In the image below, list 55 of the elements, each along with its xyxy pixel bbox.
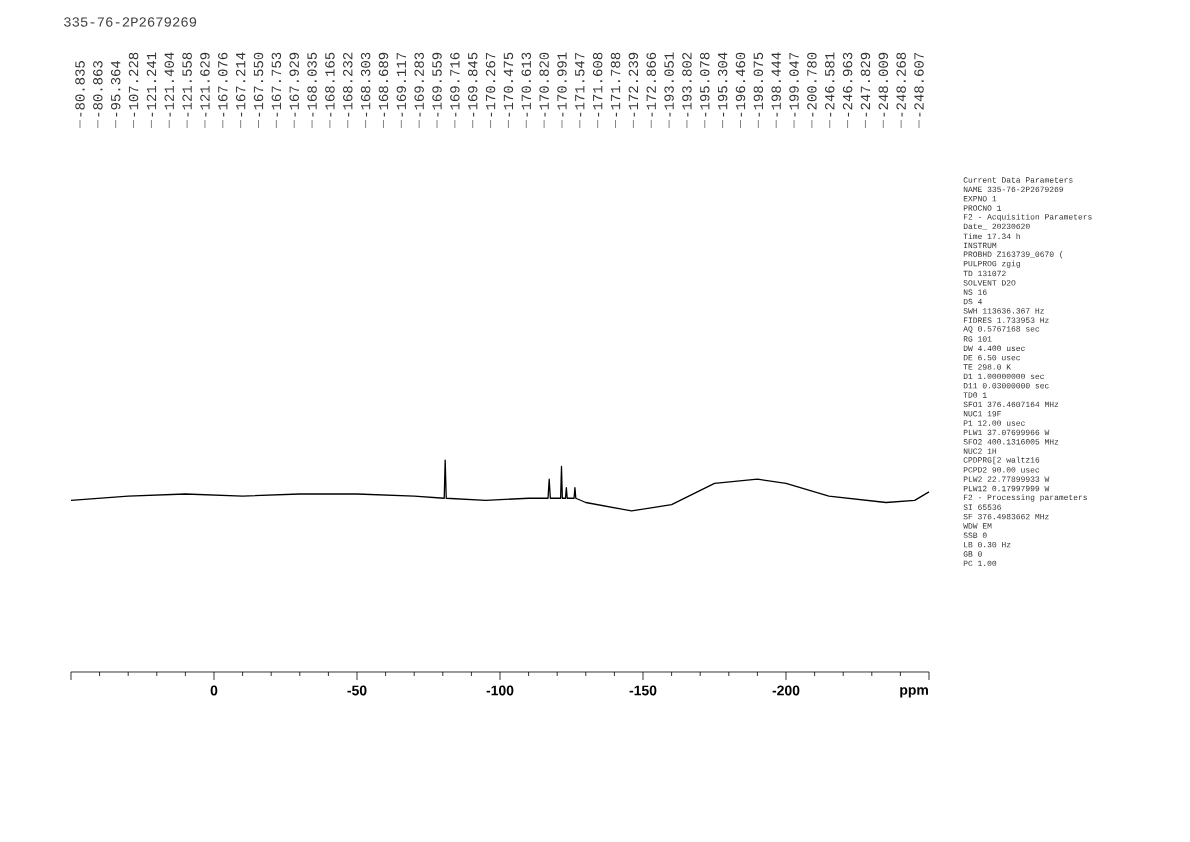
- text: -198.075: [753, 52, 764, 117]
- text: -199.047: [789, 52, 799, 117]
- text: -167.550: [253, 52, 264, 117]
- text: -167.214: [235, 52, 246, 117]
- text: -107.228: [128, 52, 139, 117]
- x-tick-label: -150: [629, 685, 657, 696]
- text: -171.547: [575, 52, 585, 117]
- chart-title: 335-76-2P2679269: [64, 17, 197, 27]
- text: -195.078: [700, 52, 710, 117]
- text: -170.820: [539, 52, 549, 117]
- text: -169.117: [396, 52, 407, 117]
- text: -247.829: [860, 52, 871, 117]
- text: -246.581: [825, 52, 835, 117]
- text: -168.689: [378, 52, 389, 117]
- text: -195.304: [717, 52, 728, 117]
- text: -121.558: [182, 52, 192, 117]
- x-tick-label: -200: [772, 685, 800, 696]
- x-tick-label: 0: [210, 685, 218, 696]
- text: -246.963: [842, 52, 853, 117]
- text: -248.607: [914, 52, 924, 117]
- text: -168.035: [307, 52, 317, 117]
- x-tick-label: -100: [486, 685, 514, 696]
- text: -121.404: [164, 52, 174, 117]
- text: -200.780: [807, 52, 817, 117]
- text: -198.444: [771, 52, 781, 117]
- text: -121.241: [146, 52, 157, 117]
- text: -167.929: [289, 52, 299, 117]
- text: -168.232: [343, 52, 353, 117]
- text: -170.613: [521, 52, 532, 117]
- text: -193.051: [664, 52, 674, 117]
- text: -169.716: [450, 52, 460, 117]
- text: -167.753: [271, 52, 282, 117]
- text: -80.863: [93, 61, 103, 117]
- x-axis-title: ppm: [900, 687, 928, 698]
- text: -168.165: [325, 52, 335, 117]
- text: -170.991: [557, 52, 567, 117]
- x-tick-label: -50: [347, 685, 367, 696]
- text: -170.475: [503, 52, 514, 117]
- text: -170.267: [485, 52, 496, 117]
- text: -169.283: [414, 52, 424, 117]
- text: -172.239: [628, 52, 639, 117]
- text: -248.009: [878, 52, 889, 117]
- text: -80.835: [75, 61, 85, 117]
- text: -169.845: [467, 52, 478, 117]
- text: -171.608: [592, 52, 603, 117]
- text: -169.559: [432, 52, 442, 117]
- text: -167.076: [218, 52, 228, 117]
- text: -196.460: [735, 52, 746, 117]
- text: -171.788: [610, 52, 621, 117]
- text: -168.303: [360, 52, 371, 117]
- text: -121.629: [200, 52, 210, 117]
- text: -193.802: [682, 52, 692, 117]
- text: -95.364: [110, 60, 121, 117]
- text: -248.268: [896, 52, 906, 117]
- text: -172.866: [646, 52, 656, 117]
